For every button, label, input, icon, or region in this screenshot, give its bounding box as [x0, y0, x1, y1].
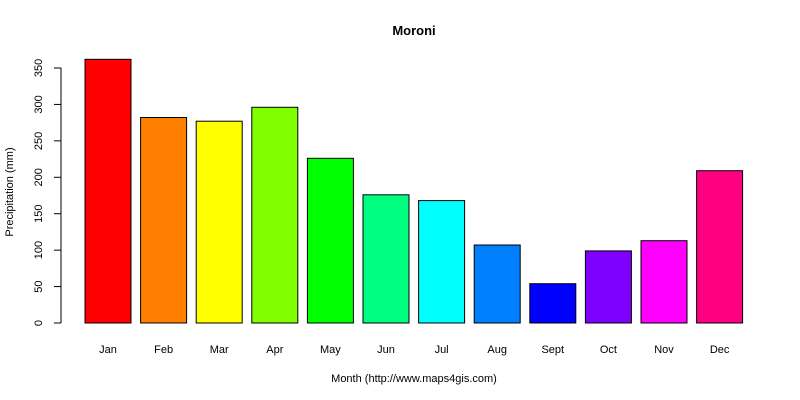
bar-feb	[140, 117, 188, 324]
y-tick-label-50: 50	[33, 280, 45, 292]
x-axis: Jan Feb Mar Apr May Jun Jul Aug Sept Oct Nov Dec	[99, 344, 730, 356]
x-tick-label-may: May	[320, 344, 341, 356]
y-tick-label-300: 300	[33, 95, 45, 113]
x-tick-label-jul: Jul	[435, 344, 449, 356]
bar-apr	[251, 106, 299, 324]
bar-dec	[696, 170, 744, 324]
bar-aug	[473, 244, 521, 324]
x-tick-label-apr: Apr	[266, 344, 283, 356]
y-tick-label-150: 150	[33, 205, 45, 223]
x-tick-label-mar: Mar	[210, 344, 229, 356]
x-tick-label-jan: Jan	[99, 344, 117, 356]
x-tick-label-nov: Nov	[654, 344, 674, 356]
x-tick-label-jun: Jun	[377, 344, 395, 356]
y-tick-label-0: 0	[33, 320, 45, 326]
bar-mar	[195, 120, 243, 324]
x-tick-label-sept: Sept	[541, 344, 564, 356]
y-axis: 0 50 100 150 200 250 300 350	[33, 59, 62, 326]
bar-jun	[362, 194, 410, 324]
bar-nov	[640, 240, 688, 324]
bar-sept	[529, 283, 577, 324]
y-tick-label-100: 100	[33, 241, 45, 259]
y-tick-label-350: 350	[33, 59, 45, 77]
y-tick-label-250: 250	[33, 132, 45, 150]
x-axis-label: Month (http://www.maps4gis.com)	[331, 373, 497, 385]
bar-oct	[584, 250, 632, 324]
bars-group	[84, 58, 744, 324]
x-tick-label-dec: Dec	[710, 344, 730, 356]
bar-may	[306, 157, 354, 324]
bar-jul	[418, 200, 466, 324]
bar-jan	[84, 58, 132, 324]
x-tick-label-aug: Aug	[487, 344, 507, 356]
y-tick-label-200: 200	[33, 168, 45, 186]
y-axis-label: Precipitation (mm)	[4, 147, 16, 236]
chart-title: Moroni	[392, 23, 435, 38]
x-tick-label-feb: Feb	[154, 344, 173, 356]
x-tick-label-oct: Oct	[600, 344, 617, 356]
